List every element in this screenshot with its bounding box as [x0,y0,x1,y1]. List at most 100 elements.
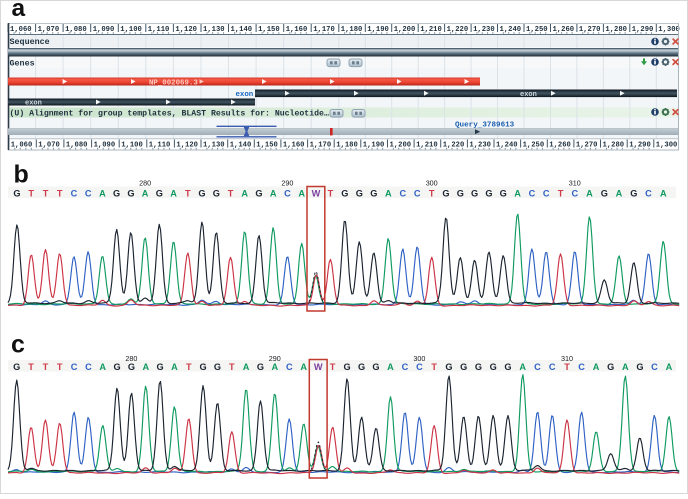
svg-text:G: G [490,362,497,372]
svg-text:1,150: 1,150 [258,26,280,34]
svg-text:G: G [630,188,637,198]
svg-text:A: A [171,362,178,372]
svg-text:G: G [257,362,264,372]
svg-text:G: G [128,362,135,372]
svg-text:T: T [431,362,437,372]
svg-text:1,240: 1,240 [496,142,518,150]
svg-text:C: C [549,362,556,372]
svg-text:310: 310 [569,179,581,188]
svg-text:G: G [13,362,20,372]
svg-text:C: C [416,362,423,372]
svg-text:(U) Alignment for group templa: (U) Alignment for group templates, BLAST… [10,108,329,118]
svg-text:1,200: 1,200 [394,26,416,34]
svg-text:T: T [28,188,34,198]
svg-text:1,270: 1,270 [576,142,598,150]
svg-text:G: G [485,188,492,198]
svg-text:C: C [534,362,541,372]
svg-text:1,110: 1,110 [148,26,170,34]
svg-text:C: C [71,362,78,372]
svg-text:1,190: 1,190 [367,26,389,34]
svg-text:1,080: 1,080 [65,26,87,34]
svg-text:Sequence: Sequence [10,37,50,47]
svg-text:Genes: Genes [10,59,35,69]
svg-text:T: T [185,188,191,198]
svg-text:310: 310 [561,354,573,363]
svg-text:G: G [457,188,464,198]
svg-text:T: T [228,188,234,198]
svg-text:G: G [442,188,449,198]
svg-text:exon: exon [236,91,254,99]
svg-text:C: C [399,188,406,198]
svg-text:G: G [344,362,351,372]
svg-text:280: 280 [139,179,151,188]
svg-text:A: A [666,362,673,372]
svg-text:exon: exon [520,91,537,99]
svg-text:G: G [113,188,120,198]
svg-text:G: G [114,362,121,372]
svg-text:c: c [11,331,25,359]
svg-text:C: C [286,362,293,372]
svg-text:1,100: 1,100 [121,142,143,150]
svg-text:1,300: 1,300 [656,142,678,150]
svg-text:A: A [241,188,248,198]
svg-text:exon: exon [25,100,42,108]
svg-text:G: G [13,188,20,198]
svg-text:1,180: 1,180 [341,26,363,34]
svg-text:G: G [445,362,452,372]
svg-text:280: 280 [125,354,137,363]
svg-text:1,250: 1,250 [526,26,548,34]
svg-text:1,080: 1,080 [66,142,88,150]
svg-text:A: A [300,362,307,372]
svg-text:A: A [99,362,106,372]
svg-text:1,070: 1,070 [38,26,60,34]
svg-text:C: C [578,362,585,372]
svg-text:G: G [356,188,363,198]
svg-text:1,240: 1,240 [500,26,522,34]
svg-text:1,300: 1,300 [658,26,680,34]
svg-text:A: A [170,188,177,198]
svg-text:G: G [156,188,163,198]
svg-text:A: A [385,188,392,198]
svg-text:T: T [28,362,34,372]
svg-text:1,180: 1,180 [336,142,358,150]
svg-text:1,060: 1,060 [11,142,33,150]
svg-text:A: A [298,188,305,198]
svg-text:C: C [529,188,536,198]
svg-text:G: G [504,362,511,372]
svg-text:1,170: 1,170 [310,142,332,150]
svg-text:G: G [471,188,478,198]
svg-text:G: G [460,362,467,372]
svg-text:300: 300 [413,354,425,363]
svg-text:1,090: 1,090 [94,142,116,150]
svg-text:1,290: 1,290 [632,26,654,34]
svg-text:1,270: 1,270 [579,26,601,34]
svg-text:A: A [243,362,250,372]
svg-text:G: G [127,188,134,198]
svg-text:T: T [429,188,435,198]
svg-text:a: a [12,0,26,22]
svg-text:1,130: 1,130 [203,142,225,150]
svg-text:T: T [330,362,336,372]
svg-text:C: C [71,188,78,198]
svg-text:T: T [558,188,564,198]
svg-text:1,100: 1,100 [120,26,142,34]
svg-text:G: G [214,362,221,372]
svg-text:290: 290 [281,179,293,188]
svg-text:1,250: 1,250 [523,142,545,150]
svg-text:C: C [645,188,652,198]
svg-text:1,070: 1,070 [38,142,60,150]
svg-text:C: C [402,362,409,372]
svg-text:G: G [636,362,643,372]
svg-text:A: A [142,362,149,372]
svg-text:A: A [270,188,277,198]
svg-text:C: C [85,188,92,198]
svg-text:1,160: 1,160 [283,142,305,150]
svg-text:A: A [99,188,106,198]
svg-text:b: b [14,161,29,189]
svg-text:G: G [213,188,220,198]
svg-text:G: G [372,362,379,372]
svg-text:1,200: 1,200 [390,142,412,150]
svg-text:C: C [85,362,92,372]
svg-text:1,290: 1,290 [629,142,651,150]
svg-text:T: T [43,188,49,198]
